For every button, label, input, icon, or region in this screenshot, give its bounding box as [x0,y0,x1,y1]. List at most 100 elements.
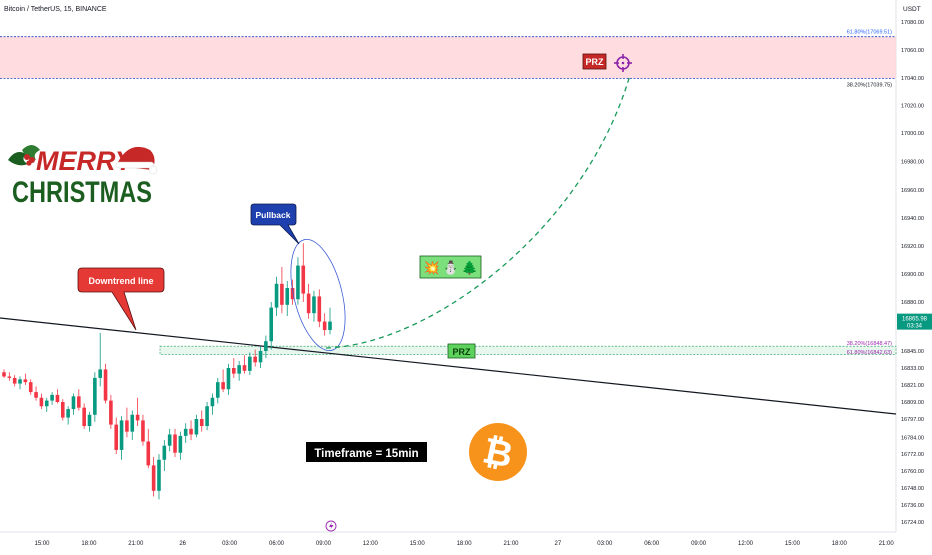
candle [173,428,177,457]
candle [114,417,119,455]
time-tick-label: 27 [555,541,562,547]
price-tick-label: 16960.00 [901,188,924,194]
prz-lower-badge-label: PRZ [453,347,472,357]
symbol-title: Bitcoin / TetherUS, 15, BINANCE [4,6,107,13]
price-tick-label: 16772.00 [901,452,924,458]
price-tick-label: 16736.00 [901,503,924,509]
candle [232,358,236,378]
candle [162,440,167,471]
target-icon[interactable] [614,54,632,72]
price-tick-label: 16900.00 [901,272,924,278]
candle [23,373,28,385]
time-tick-label: 06:00 [644,541,660,547]
price-axis[interactable]: 17080.00 17060.00 17040.00 17020.00 17000.00… [901,20,924,526]
candle [7,372,12,381]
timeframe-label: Timeframe = 15min [314,448,418,460]
merry-christmas-art: MERRY CHRISTMAS [8,145,158,209]
candle [280,267,284,314]
time-tick-label: 18:00 [457,541,473,547]
time-tick-label: 15:00 [785,541,801,547]
bitcoin-logo-icon: ₿ [469,423,527,481]
pullback-label: Pullback [256,210,291,220]
candle [71,393,76,415]
candle [28,379,33,395]
candle [183,423,188,443]
christmas-tree-icon: 🌲 [462,260,478,275]
time-tick-label: 26 [179,541,186,547]
prz-upper-zone[interactable] [0,36,896,79]
explosion-icon: 💥 [424,260,440,276]
candle [258,346,263,368]
candle [146,428,151,469]
price-tick-label: 17080.00 [901,20,924,26]
candle [55,389,60,404]
downtrend-line[interactable] [0,317,897,415]
price-tick-label: 16940.00 [901,216,924,222]
candle [18,376,22,390]
emoji-box: 💥 ⛄ 🌲 [419,255,482,279]
candle [60,399,65,421]
fib-upper-top-label: 61.80%(17069.51) [847,30,892,36]
candle [285,281,290,316]
candle [205,402,209,431]
price-tick-label: 16845.00 [901,349,924,355]
candle [125,407,129,438]
events-icon[interactable] [325,520,337,532]
prz-upper-badge-label: PRZ [586,57,605,67]
greeting-line2: CHRISTMAS [12,176,152,209]
candle [167,428,172,452]
pullback-callout[interactable]: Pullback [250,203,300,245]
candle [221,369,225,393]
candle [109,394,113,429]
candle [77,389,81,411]
candle [44,397,49,412]
price-tick-label: 16797.00 [901,417,924,423]
pullback-ellipse[interactable] [281,234,355,356]
projection-path[interactable] [325,74,631,349]
prz-lower-badge[interactable]: PRZ [447,343,476,359]
candle [306,283,311,319]
candle [210,393,215,415]
prz-upper-badge[interactable]: PRZ [582,53,607,70]
time-tick-label: 03:00 [222,541,238,547]
time-tick-label: 09:00 [316,541,332,547]
last-price-value: 16865.98 [902,317,928,323]
candle [322,313,327,336]
price-tick-label: 16980.00 [901,160,924,166]
candle [130,410,135,441]
price-tick-label: 16821.00 [901,383,924,389]
downtrend-callout[interactable]: Downtrend line [77,267,165,331]
currency-label: USDT [903,6,921,13]
candle [50,392,54,405]
price-tick-label: 16833.00 [901,366,924,372]
candle [39,393,44,410]
price-tick-label: 16760.00 [901,469,924,475]
santa-hat-icon [115,146,158,175]
candle [301,243,306,302]
last-price-tag[interactable]: 16865.98 03:34 [897,313,932,330]
candle [119,416,124,460]
candle [82,403,86,429]
price-tick-label: 16809.00 [901,400,924,406]
candle [253,349,257,367]
price-tick-label: 17060.00 [901,48,924,54]
fib-upper-bottom-label: 38.20%(17039.75) [847,82,892,88]
candle [141,414,145,446]
time-tick-label: 21:00 [128,541,144,547]
candle [189,420,193,441]
fib-lower-bottom-label: 61.80%(16842.63) [847,350,892,356]
time-tick-label: 06:00 [269,541,285,547]
time-axis[interactable]: 15:00 18:00 21:00 26 03:00 06:00 09:00 12:00 15:… [34,541,894,547]
candlestick-series [2,243,332,500]
price-tick-label: 17020.00 [901,104,924,110]
candle [103,363,108,404]
candle [242,355,247,374]
candle [264,335,268,359]
downtrend-label: Downtrend line [89,276,154,286]
candle [98,332,102,387]
prz-lower-zone[interactable] [159,345,897,355]
time-tick-label: 21:00 [879,541,895,547]
candle [274,276,279,316]
